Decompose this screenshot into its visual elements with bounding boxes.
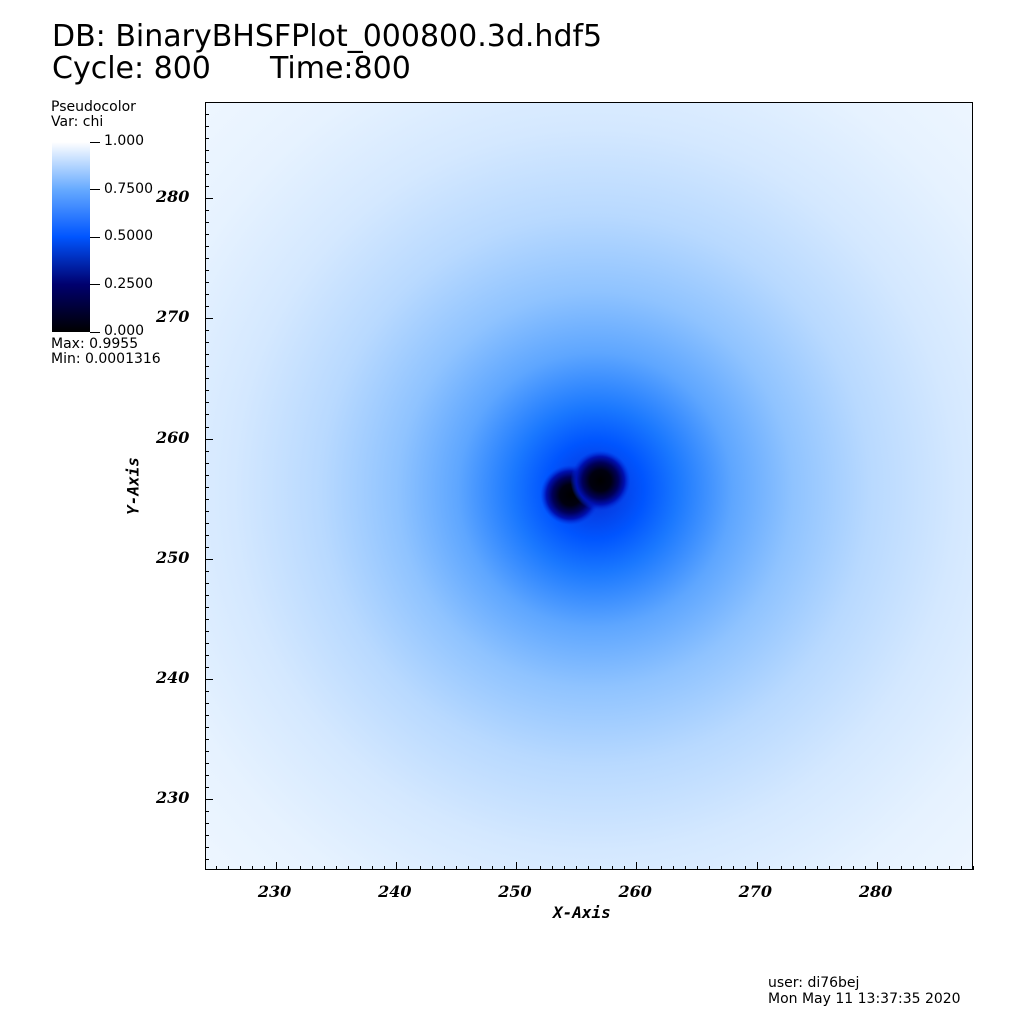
y-tick-label: 230 [156, 788, 190, 808]
x-tick-label: 250 [498, 882, 532, 901]
x-tick-label: 270 [738, 882, 773, 901]
legend-min: Min: 0.0001316 [51, 351, 161, 367]
x-tick-label: 230 [257, 882, 292, 901]
legend-variable: Var: chi [51, 114, 104, 130]
y-tick-label: 280 [156, 187, 190, 207]
footer-date: Mon May 11 13:37:35 2020 [768, 991, 961, 1007]
cycle-time-line: Cycle: 800 Time:800 [52, 51, 411, 86]
x-tick-label: 240 [378, 882, 412, 901]
x-tick-label: 260 [618, 882, 652, 901]
colorbar-tick-label: 1.000 [104, 133, 145, 149]
y-axis-label: Y-Axis [123, 457, 143, 515]
colorbar-tick [90, 189, 100, 190]
chi-field [540, 450, 631, 525]
colorbar-tick-label: 0.7500 [104, 180, 153, 197]
y-tick-label: 240 [156, 667, 190, 687]
y-tick-label: 250 [156, 547, 190, 567]
time-label: Time:800 [270, 51, 411, 86]
colorbar-tick-label: 0.2500 [104, 275, 153, 292]
black-hole-bh-2 [570, 450, 631, 511]
colorbar-tick [90, 141, 100, 143]
colorbar-tick [90, 331, 100, 333]
colorbar-tick-label: 0.5000 [104, 228, 153, 244]
legend-plot-type: Pseudocolor [51, 99, 136, 115]
database-title: DB: BinaryBHSFPlot_000800.3d.hdf5 [52, 19, 603, 54]
y-tick-label: 270 [156, 307, 190, 327]
cycle-label: Cycle: 800 [52, 51, 211, 86]
footer-user: user: di76bej [768, 975, 860, 991]
y-tick-label: 260 [156, 427, 190, 447]
legend-max: Max: 0.9955 [51, 336, 139, 352]
x-tick-label: 280 [858, 882, 893, 901]
colorbar-tick [90, 236, 100, 238]
plot-area [205, 102, 973, 870]
x-axis-label: X-Axis [553, 903, 611, 922]
colorbar-tick [90, 284, 100, 285]
colorbar [52, 142, 90, 332]
colorbar-tick-label: 0.000 [104, 323, 145, 339]
